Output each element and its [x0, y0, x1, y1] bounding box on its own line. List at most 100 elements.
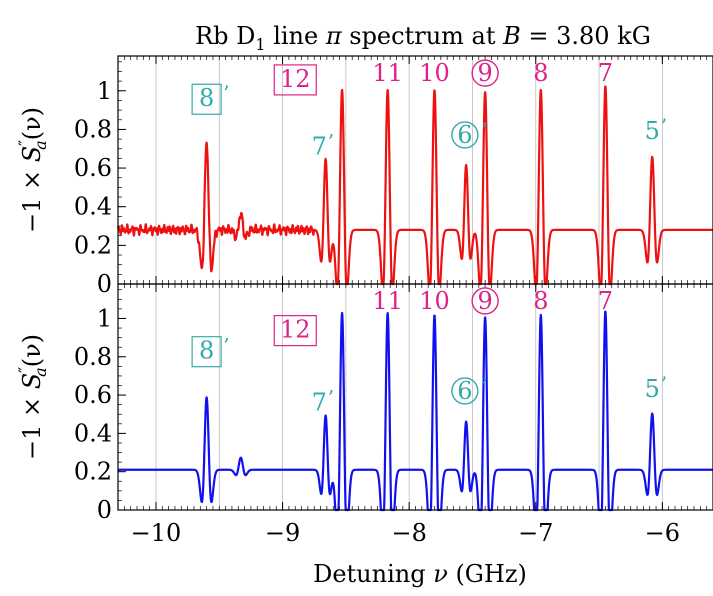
peak-label: 12 [273, 315, 317, 347]
peak-label-text: 7 [598, 287, 613, 315]
peak-label-text: 10 [419, 59, 450, 87]
label-box [191, 336, 222, 368]
peak-label-text: 12 [280, 316, 311, 344]
series-line-2 [117, 310, 713, 512]
y-axis-title-part: −1 × [18, 162, 46, 233]
peak-label-prime: ’ [328, 385, 334, 409]
panel-frame [117, 283, 713, 511]
y-axis-title: −1 × S″a(ν) [15, 334, 50, 460]
peak-label: 11 [372, 287, 403, 315]
peak-label: 8’ [191, 81, 229, 115]
panels-group: 00.20.40.60.81−1 × S″a(ν)8’7’12 11 106’9 8 7… [15, 55, 713, 547]
peak-label-text: 8 [533, 287, 548, 315]
peak-label: 10 [419, 287, 450, 315]
peak-label-prime: ’ [661, 372, 667, 396]
peak-label: 8’ [191, 334, 229, 368]
y-tick-label: 1 [97, 304, 112, 332]
peak-label: 7’ [312, 385, 335, 416]
title-b: B [502, 22, 521, 50]
peak-label: 8 [533, 59, 548, 87]
peak-label: 11 [372, 59, 403, 87]
y-axis-title: −1 × S″a(ν) [15, 107, 50, 233]
title-value: = 3.80 kG [521, 22, 651, 50]
peak-label-prime: ’ [223, 334, 229, 358]
y-tick-label: 1 [97, 77, 112, 105]
y-axis-title-part: S [18, 373, 46, 389]
peak-label-text: 5 [645, 375, 660, 403]
y-axis-title-part: S [18, 146, 46, 162]
y-axis-title-part: a [31, 140, 50, 150]
peak-label-text: 12 [280, 65, 311, 93]
peak-label-text: 7 [312, 388, 327, 416]
label-box [191, 83, 222, 115]
title-text: Rb D [195, 22, 255, 50]
peak-label-text: 6 [457, 377, 472, 405]
peak-label-text: 9 [477, 59, 492, 87]
y-tick-label: 0.2 [74, 458, 112, 486]
x-axis-title-symbol: ν [433, 560, 448, 588]
y-tick-label: 0.6 [74, 381, 112, 409]
panel-1: 00.20.40.60.81−1 × S″a(ν)8’7’12 11 106’9 8 7… [15, 55, 713, 298]
y-axis-title-part: a [31, 367, 50, 377]
peak-label-text: 11 [372, 287, 403, 315]
y-axis-title-part: ″ [15, 367, 34, 373]
title-subscript: 1 [255, 35, 265, 54]
y-axis-title-part: ″ [15, 140, 34, 146]
label-circle [471, 59, 499, 87]
peak-label-text: 7 [598, 59, 613, 87]
peak-label: 12 [273, 64, 317, 96]
y-axis-title-part: (ν) [18, 334, 46, 367]
x-tick-label: −10 [131, 519, 182, 547]
label-circle [451, 121, 479, 149]
peak-label: 5’ [645, 372, 668, 403]
label-circle [451, 377, 479, 405]
peak-label: 6’ [451, 374, 488, 405]
x-tick-label: −6 [645, 519, 680, 547]
series-line-1 [116, 85, 713, 286]
x-tick-label: −9 [265, 519, 300, 547]
peak-label: 9 [471, 59, 499, 87]
peak-label: 10 [419, 59, 450, 87]
x-tick-label: −8 [391, 519, 426, 547]
label-box [273, 315, 317, 347]
peak-label-text: 8 [533, 59, 548, 87]
y-tick-label: 0 [97, 496, 112, 524]
peak-label: 7 [598, 59, 613, 87]
peak-label-prime: ’ [223, 81, 229, 105]
peak-label-text: 8 [199, 337, 214, 365]
title-mid: line [266, 22, 326, 50]
x-axis-title-unit: (GHz) [448, 560, 527, 588]
peak-label: 5’ [645, 114, 668, 145]
peak-label-prime: ’ [481, 374, 487, 398]
peak-label-text: 10 [419, 287, 450, 315]
peak-label: 7 [598, 287, 613, 315]
y-axis-title-part: −1 × [18, 389, 46, 460]
peak-label: 9 [471, 287, 499, 315]
label-box [273, 64, 317, 96]
peak-label: 8 [533, 287, 548, 315]
chart-title: Rb D1 line π spectrum at B = 3.80 kG [195, 22, 651, 54]
peak-label-prime: ’ [328, 130, 334, 154]
peak-label-text: 7 [312, 133, 327, 161]
y-tick-label: 0.4 [74, 193, 112, 221]
peak-label: 7’ [312, 130, 335, 161]
peak-label-text: 5 [645, 117, 660, 145]
peak-label-text: 6 [457, 121, 472, 149]
y-tick-label: 0.8 [74, 343, 112, 371]
peak-label: 6’ [451, 118, 488, 149]
y-tick-label: 0.4 [74, 419, 112, 447]
peak-label-text: 9 [477, 287, 492, 315]
x-axis-title-text: Detuning [313, 560, 433, 588]
peak-label-prime: ’ [661, 114, 667, 138]
peak-label-text: 11 [372, 59, 403, 87]
y-tick-label: 0.6 [74, 154, 112, 182]
y-tick-label: 0.8 [74, 115, 112, 143]
y-tick-label: 0 [97, 270, 112, 298]
label-circle [471, 287, 499, 315]
title-tail: spectrum at [342, 22, 504, 50]
x-axis-title: Detuning ν (GHz) [313, 560, 527, 588]
y-tick-label: 0.2 [74, 231, 112, 259]
peak-label-prime: ’ [481, 118, 487, 142]
